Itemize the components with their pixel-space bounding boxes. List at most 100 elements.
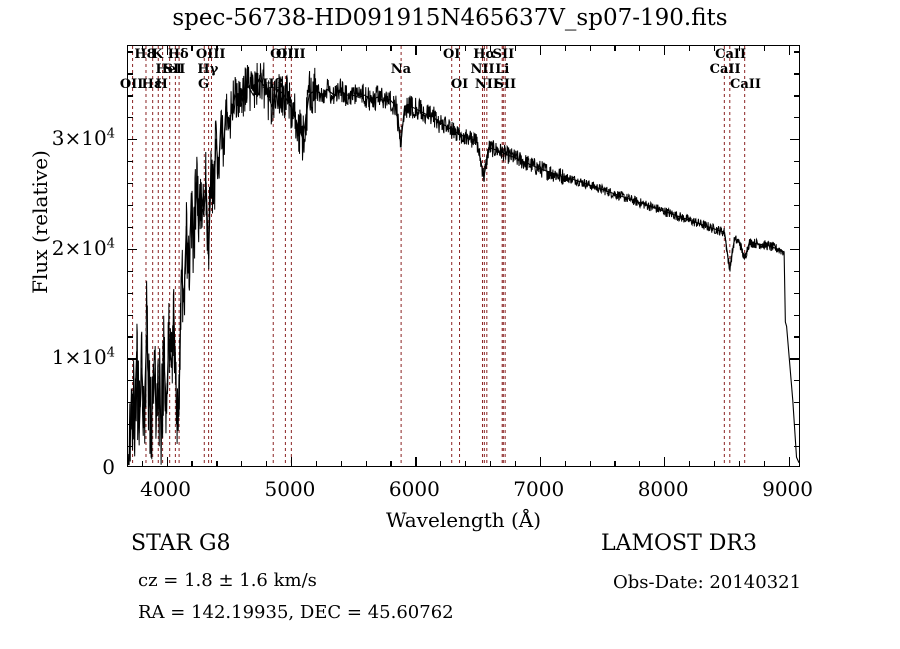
- y-tick-label-mantissa: 3×10: [51, 126, 107, 151]
- y-tick-major-right: [790, 358, 799, 360]
- x-tick-minor-top: [340, 46, 342, 51]
- x-tick-minor-top: [564, 46, 566, 51]
- line-label-OII-3727: OII: [119, 77, 144, 92]
- x-tick-minor-top: [266, 46, 268, 51]
- line-label-CaII-8542: CaII: [715, 47, 747, 62]
- page-title: spec-56738-HD091915N465637V_sp07-190.fit…: [172, 5, 728, 31]
- y-tick-minor-right: [794, 204, 799, 207]
- y-tick-label-10000: 1×104: [10, 345, 115, 369]
- line-label-H-4861: Hβ: [262, 77, 284, 92]
- y-tick-minor-right: [794, 402, 799, 404]
- x-tick-minor: [266, 461, 268, 466]
- y-tick-minor: [128, 314, 133, 316]
- x-tick-minor: [514, 461, 517, 466]
- redshift-line: cz = 1.8 ± 1.6 km/s: [138, 570, 317, 591]
- line-label-H-4102: Hδ: [167, 47, 189, 62]
- line-label-SII-6716: SII: [492, 47, 515, 62]
- x-tick-minor-top: [639, 46, 641, 51]
- coordinates-line: RA = 142.19935, DEC = 45.60762: [138, 602, 454, 623]
- y-tick-minor-right: [794, 446, 799, 448]
- x-tick-label-8000: 8000: [637, 477, 689, 501]
- x-tick-minor: [241, 461, 243, 466]
- x-tick-minor: [216, 461, 218, 466]
- y-tick-label-exponent: 4: [106, 345, 115, 361]
- y-tick-minor-right: [794, 117, 799, 119]
- y-tick-minor: [128, 204, 133, 207]
- y-tick-minor-right: [794, 380, 799, 382]
- y-tick-minor: [128, 270, 133, 272]
- x-tick-minor-top: [614, 46, 616, 51]
- line-label-CaII-8498: CaII: [709, 62, 741, 77]
- x-tick-minor: [589, 461, 591, 466]
- y-tick-minor: [128, 183, 133, 185]
- y-tick-minor: [128, 95, 133, 97]
- x-tick-minor: [315, 461, 318, 466]
- x-tick-minor-top: [738, 46, 740, 51]
- x-tick-minor: [440, 461, 442, 466]
- x-tick-minor: [191, 461, 193, 466]
- x-tick-minor: [365, 461, 367, 466]
- line-label-OIII-4363: OIII: [195, 47, 226, 62]
- x-tick-minor: [465, 461, 467, 466]
- y-tick-minor: [128, 402, 133, 404]
- x-tick-minor: [689, 461, 691, 466]
- line-label-SII-4072: SII: [163, 62, 186, 77]
- x-tick-minor: [490, 461, 492, 466]
- y-tick-minor: [128, 117, 133, 119]
- x-tick-minor: [614, 461, 616, 466]
- y-tick-minor-right: [794, 336, 799, 338]
- x-tick-minor: [340, 461, 342, 466]
- y-tick-major: [128, 248, 137, 250]
- x-tick-major-top: [415, 46, 417, 55]
- x-tick-minor: [141, 461, 143, 466]
- object-class-line: STAR G8: [131, 531, 231, 556]
- y-tick-label-0: 0: [10, 455, 115, 479]
- y-tick-major: [128, 139, 137, 141]
- y-tick-minor: [128, 73, 133, 75]
- line-label-K-3934: K: [151, 47, 163, 62]
- x-tick-minor-top: [141, 46, 143, 51]
- x-tick-label-6000: 6000: [388, 477, 440, 501]
- x-tick-minor: [738, 461, 740, 466]
- x-tick-label-4000: 4000: [140, 477, 192, 501]
- obs-date-line: Obs-Date: 20140321: [613, 572, 802, 593]
- y-tick-minor-right: [794, 270, 799, 272]
- y-tick-major: [128, 358, 137, 360]
- x-tick-major: [788, 457, 790, 466]
- x-tick-label-5000: 5000: [264, 477, 316, 501]
- survey-name: LAMOST DR3: [601, 531, 757, 556]
- line-label-Na-5892: Na: [390, 62, 412, 77]
- x-tick-minor-top: [465, 46, 467, 51]
- y-tick-minor-right: [794, 292, 799, 294]
- y-tick-minor: [128, 424, 133, 426]
- plot-frame: [127, 45, 800, 467]
- x-tick-minor-top: [365, 46, 367, 51]
- line-label-H8-3835: H8: [134, 47, 156, 62]
- y-tick-label-mantissa: 2×10: [51, 235, 107, 260]
- y-axis-label: Flux (relative): [28, 150, 52, 294]
- x-tick-major-top: [664, 46, 666, 55]
- line-label-OIII-5007: OIII: [276, 47, 306, 62]
- x-tick-major: [290, 457, 293, 466]
- y-tick-minor-right: [794, 314, 799, 316]
- x-tick-major-top: [290, 46, 293, 55]
- x-tick-minor: [564, 461, 566, 466]
- line-label-OIII-4959: OIII: [270, 47, 300, 62]
- y-tick-label-mantissa: 0: [102, 455, 115, 479]
- y-tick-minor: [128, 226, 133, 229]
- x-tick-minor-top: [315, 46, 318, 51]
- line-label-H-6563: Hα: [473, 47, 496, 62]
- y-tick-major-right: [790, 139, 799, 141]
- y-tick-minor: [128, 51, 133, 53]
- line-label-OI-6363: OI: [450, 77, 469, 92]
- y-tick-minor-right: [794, 424, 799, 426]
- x-tick-minor: [763, 461, 765, 466]
- line-label-NII-6583: NII: [474, 77, 499, 92]
- y-tick-label-exponent: 4: [106, 236, 115, 252]
- x-axis-label: Wavelength (Å): [385, 508, 542, 532]
- x-tick-major: [166, 457, 168, 466]
- x-tick-minor: [390, 461, 392, 466]
- x-tick-major: [539, 457, 541, 466]
- y-tick-minor: [128, 161, 133, 163]
- y-tick-minor: [128, 380, 133, 382]
